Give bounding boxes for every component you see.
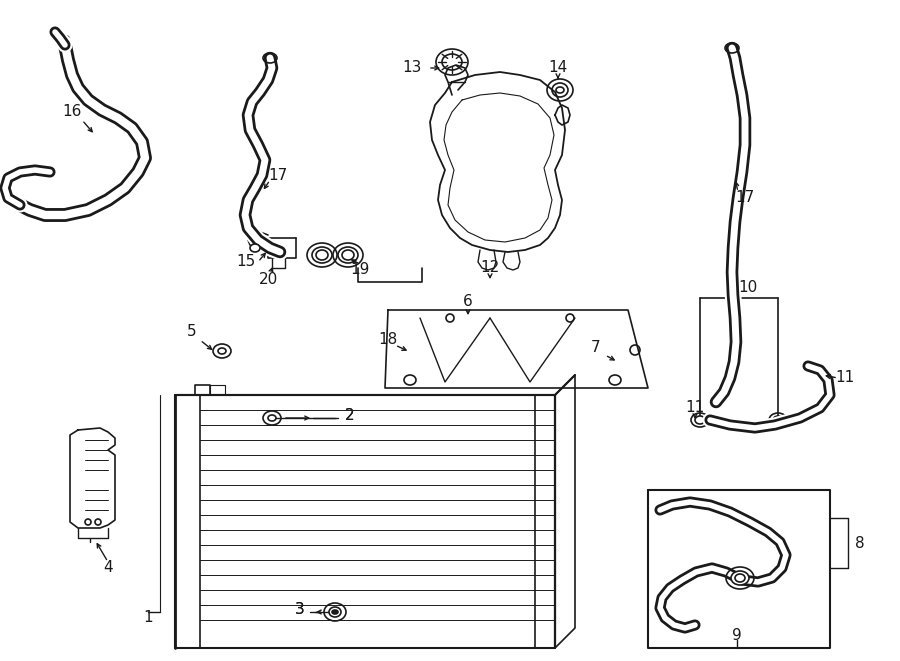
Ellipse shape <box>773 416 783 424</box>
Ellipse shape <box>250 244 260 252</box>
Text: 16: 16 <box>62 104 82 120</box>
Text: 13: 13 <box>402 61 422 75</box>
Text: 1: 1 <box>143 611 153 625</box>
Text: 7: 7 <box>591 340 601 354</box>
Ellipse shape <box>338 247 358 263</box>
Ellipse shape <box>329 607 341 617</box>
Ellipse shape <box>218 348 226 354</box>
Text: 8: 8 <box>855 535 865 551</box>
Text: 6: 6 <box>464 295 472 309</box>
Text: 20: 20 <box>258 272 277 288</box>
Text: 17: 17 <box>268 167 288 182</box>
Text: 17: 17 <box>735 190 754 206</box>
Text: 12: 12 <box>481 260 500 274</box>
Text: 2: 2 <box>346 407 355 422</box>
Ellipse shape <box>312 247 332 263</box>
Text: 14: 14 <box>548 61 568 75</box>
Ellipse shape <box>731 571 749 585</box>
Ellipse shape <box>332 610 338 614</box>
Text: 19: 19 <box>350 262 370 278</box>
Text: 11: 11 <box>835 371 855 385</box>
Text: 11: 11 <box>686 399 705 414</box>
Text: 15: 15 <box>237 254 256 270</box>
Text: 3: 3 <box>295 602 305 617</box>
Ellipse shape <box>268 415 276 421</box>
Ellipse shape <box>695 416 705 424</box>
Text: 2: 2 <box>346 407 355 422</box>
Text: 18: 18 <box>378 332 398 348</box>
Text: 9: 9 <box>732 627 742 642</box>
Text: 4: 4 <box>104 561 112 576</box>
Text: 5: 5 <box>187 325 197 340</box>
Text: 10: 10 <box>738 280 758 295</box>
Text: 3: 3 <box>295 602 305 617</box>
